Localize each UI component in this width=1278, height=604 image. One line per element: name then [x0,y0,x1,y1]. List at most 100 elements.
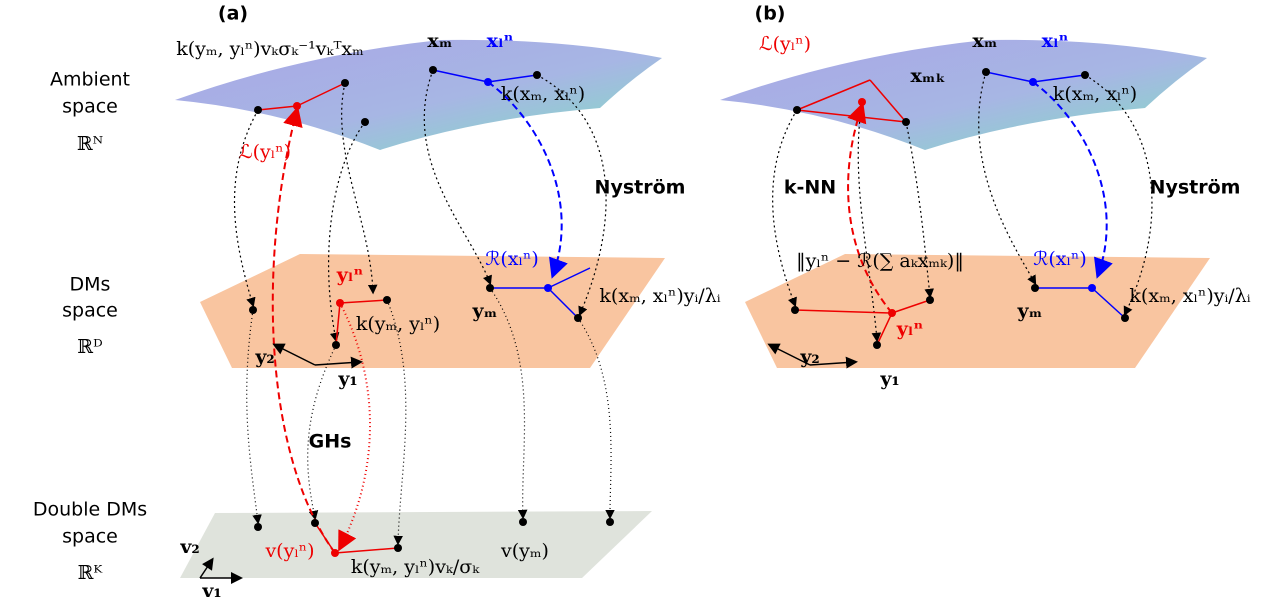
edge [869,79,907,123]
ambient-surface [175,39,662,151]
edge [985,71,1034,83]
point [1088,284,1096,292]
connection-arrow [233,109,259,308]
point [361,118,369,126]
space-label: space [62,526,118,548]
edge [796,79,871,111]
annotation: ℒ(yₗⁿ) [239,141,291,163]
point [383,296,391,304]
point [254,106,262,114]
axis-arrow [199,557,214,579]
axis-arrow [272,343,316,366]
point [1031,284,1039,292]
point [519,518,527,526]
point [486,284,494,292]
annotation: xₗⁿ [1042,30,1069,52]
axis-arrow [767,343,811,366]
annotation: Nyström [595,177,686,199]
point [1121,314,1129,322]
connection-arrow [847,102,893,314]
space-label: ℝᴺ [77,133,103,155]
point [293,102,301,110]
panel-label: (b) [755,3,786,25]
annotation: v(yₘ) [500,540,549,562]
space-label: ℝᴰ [77,336,102,358]
annotation: GHs [309,431,352,453]
point [888,309,896,317]
point [311,519,319,527]
annotation: Nyström [1150,177,1241,199]
edge [891,299,931,314]
annotation: y₁ [879,368,899,390]
annotation: y₂ [799,346,819,368]
space-label: space [62,96,118,118]
annotation: xₘₖ [910,65,945,87]
annotation: ℛ(xₗⁿ) [485,248,539,270]
annotation: xₘ [427,30,452,52]
connection-arrow [341,82,378,295]
connection-arrow [423,69,492,286]
annotation: k(xₘ, xₗⁿ)yᵢ/λᵢ [599,285,720,307]
connection-arrow [386,299,407,546]
annotation: ℒ(yₗⁿ) [759,33,811,55]
edge [796,109,907,123]
space-label: ℝᴷ [78,562,104,584]
edge [257,105,298,111]
annotation: yₗⁿ [336,264,364,286]
point [533,71,541,79]
annotation: k(yₘ, yₗⁿ) [356,313,440,335]
point [429,66,437,74]
annotation: k(xₘ, xₗⁿ) [1053,83,1137,105]
point [249,306,257,314]
point [254,523,262,531]
connection-arrow [307,344,337,521]
edge [1032,74,1086,83]
annotation: yₘ [1017,300,1043,322]
annotation: yₗⁿ [896,318,924,340]
point [1081,71,1089,79]
point [858,98,866,106]
point [484,78,492,86]
space-label: Double DMs [33,499,147,521]
point [331,549,339,557]
point [341,79,349,87]
annotation: k(yₘ, yₗⁿ)vₖ/σₖ [351,556,480,578]
annotation: k-NN [784,177,836,199]
space-label: Ambient [50,69,130,91]
edge [296,82,346,107]
edge [314,522,336,554]
point [394,544,402,552]
edge [432,69,489,83]
panel-label: (a) [218,3,248,25]
edge [339,299,388,304]
connection-arrow [1084,74,1153,317]
double-dms-plane [180,511,652,578]
annotation: y₁ [337,368,357,390]
annotation: xₘ [972,30,997,52]
point [336,299,344,307]
connection-arrow [1032,81,1113,279]
ambient-surface [720,39,1207,151]
annotation: v₂ [179,536,199,558]
point [574,314,582,322]
dms-plane [745,254,1210,368]
edge [1091,287,1126,319]
point [873,341,881,349]
annotation: k(yₘ, yₗⁿ)vₖσₖ⁻¹vₖᵀxₘ [176,38,364,60]
edge [547,267,591,289]
annotation: k(xₘ, xₗⁿ) [501,83,585,105]
point [544,284,552,292]
point [982,68,990,76]
annotation: yₘ [472,300,498,322]
space-label: DMs [70,274,111,296]
point [793,106,801,114]
edge [487,74,538,83]
point [791,306,799,314]
axis-arrow [809,356,858,369]
edge [335,302,341,346]
point [902,118,910,126]
edge [547,287,579,319]
annotation: y₂ [254,346,274,368]
annotation: ℛ(xₗⁿ) [1033,248,1087,270]
annotation: k(xₘ, xₗⁿ)yᵢ/λᵢ [1129,285,1250,307]
